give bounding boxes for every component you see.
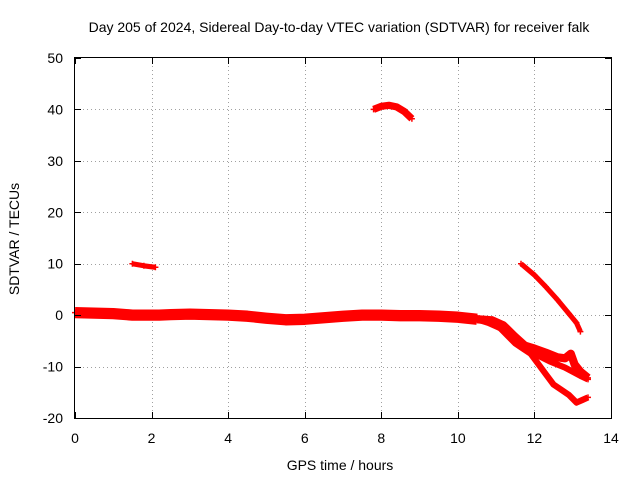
data-point xyxy=(562,364,569,371)
data-point xyxy=(393,103,400,110)
data-point xyxy=(554,296,561,303)
data-point xyxy=(562,355,569,362)
series-upper-branch xyxy=(474,315,591,383)
data-point xyxy=(512,332,519,339)
series-segment-1.5h xyxy=(129,260,159,271)
x-axis-label: GPS time / hours xyxy=(287,457,394,473)
data-point xyxy=(340,313,346,320)
data-point xyxy=(378,312,385,319)
data-point xyxy=(320,314,327,321)
data-point xyxy=(542,371,549,378)
y-tick-label: 10 xyxy=(47,256,63,272)
data-point xyxy=(550,381,557,388)
data-point xyxy=(385,102,392,109)
data-point xyxy=(565,310,572,317)
x-tick-label: 6 xyxy=(301,430,309,446)
y-tick-label: 20 xyxy=(47,204,63,220)
data-point xyxy=(301,316,308,323)
data-point xyxy=(225,312,232,319)
data-point xyxy=(282,316,289,323)
x-tick-label: 14 xyxy=(603,430,619,446)
data-point xyxy=(500,321,507,328)
x-tick-label: 12 xyxy=(527,430,543,446)
data-point xyxy=(244,313,251,320)
data-point xyxy=(110,310,117,317)
data-point xyxy=(91,310,98,317)
data-point xyxy=(408,115,415,122)
data-point xyxy=(401,108,408,115)
series-line xyxy=(74,306,478,326)
data-point xyxy=(129,312,136,319)
data-point xyxy=(577,372,584,379)
series-line xyxy=(519,261,583,333)
data-point xyxy=(546,358,553,365)
data-point xyxy=(531,272,538,278)
data-point xyxy=(567,350,574,357)
chart-title: Day 205 of 2024, Sidereal Day-to-day VTE… xyxy=(89,19,591,35)
data-point xyxy=(489,316,496,323)
x-tick-label: 4 xyxy=(224,430,232,446)
data-point xyxy=(577,328,584,335)
y-tick-label: -10 xyxy=(43,359,63,375)
data-point xyxy=(129,260,136,267)
y-tick-label: 0 xyxy=(55,307,63,323)
data-point xyxy=(378,103,385,110)
data-point xyxy=(565,391,572,398)
data-point xyxy=(156,312,163,319)
y-tick-label: -20 xyxy=(43,410,63,426)
series-segment-11.6h xyxy=(518,260,584,335)
data-point xyxy=(167,311,174,318)
x-tick-label: 10 xyxy=(450,430,466,446)
data-series xyxy=(72,101,591,406)
data-point xyxy=(554,354,561,361)
data-point xyxy=(542,283,549,290)
data-point xyxy=(585,394,591,401)
data-point xyxy=(186,311,193,318)
grid-lines xyxy=(75,58,611,418)
data-point xyxy=(579,397,586,403)
data-point xyxy=(585,376,591,383)
y-axis-label: SDTVAR / TECUs xyxy=(6,183,22,295)
series-main-band xyxy=(72,306,480,326)
data-point xyxy=(435,313,442,320)
data-point xyxy=(573,399,580,406)
data-point xyxy=(454,314,461,321)
x-tick-label: 2 xyxy=(148,430,156,446)
data-point xyxy=(542,349,549,356)
y-tick-label: 30 xyxy=(47,153,63,169)
data-point xyxy=(523,343,530,349)
y-axis-ticks: -20 -10 0 10 20 30 40 50 xyxy=(43,50,611,426)
data-point xyxy=(474,315,480,322)
data-point xyxy=(140,262,147,269)
data-point xyxy=(573,319,580,326)
series-segment-8h xyxy=(370,101,415,122)
plot-frame xyxy=(74,57,612,419)
data-point xyxy=(359,312,366,319)
x-tick-label: 8 xyxy=(377,430,385,446)
x-tick-label: 0 xyxy=(71,430,79,446)
data-point xyxy=(370,106,377,113)
data-point xyxy=(531,350,538,357)
data-point xyxy=(535,361,542,367)
data-point xyxy=(263,315,270,322)
y-tick-label: 50 xyxy=(47,50,63,66)
data-point xyxy=(152,264,159,271)
data-point xyxy=(518,260,524,267)
data-point xyxy=(558,386,565,393)
x-axis-ticks: 0 2 4 6 8 10 12 14 xyxy=(71,58,619,446)
y-tick-label: 40 xyxy=(47,101,63,117)
data-point xyxy=(416,312,423,319)
data-point xyxy=(206,311,212,318)
data-point xyxy=(571,361,578,368)
data-point xyxy=(397,312,404,319)
series-line xyxy=(476,315,590,383)
